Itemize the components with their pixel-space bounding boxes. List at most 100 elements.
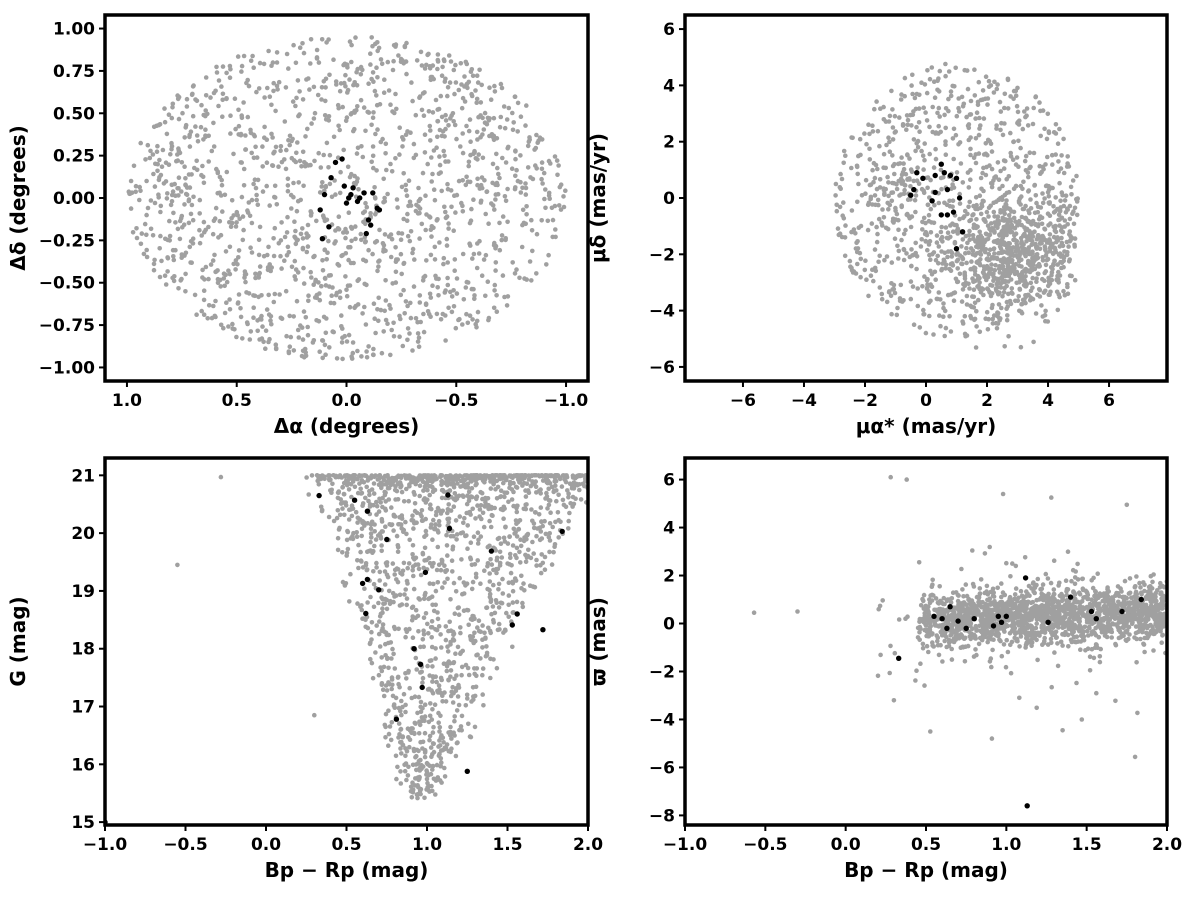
field-star-point — [542, 196, 547, 202]
field-star-point — [518, 153, 523, 158]
field-star-point — [201, 297, 207, 303]
field-star-point — [1005, 106, 1011, 111]
field-star-point — [931, 332, 936, 337]
field-star-point — [497, 175, 502, 181]
field-star-point — [900, 178, 906, 184]
field-star-point — [398, 746, 403, 751]
field-star-point — [971, 294, 977, 300]
field-star-point — [308, 213, 314, 218]
field-star-point — [466, 163, 472, 169]
field-star-point — [889, 311, 894, 317]
field-star-point — [980, 88, 986, 93]
field-star-point — [329, 194, 335, 200]
field-star-point — [1025, 123, 1031, 128]
field-star-point — [448, 693, 454, 699]
field-star-point — [894, 312, 900, 318]
field-star-point — [415, 319, 420, 325]
field-star-point — [1016, 164, 1021, 169]
field-star-point — [526, 477, 532, 482]
field-star-point — [506, 614, 512, 620]
field-star-point — [886, 180, 891, 185]
field-star-point — [429, 179, 435, 184]
field-star-point — [934, 240, 940, 245]
field-star-point — [901, 246, 907, 252]
field-star-point — [533, 163, 538, 168]
field-star-point — [468, 478, 474, 484]
field-star-point — [171, 257, 177, 263]
field-star-point — [502, 294, 507, 300]
field-star-point — [931, 220, 937, 226]
field-star-point — [486, 317, 491, 323]
field-star-point — [1030, 121, 1036, 127]
field-star-point — [453, 62, 458, 68]
field-star-point — [873, 162, 879, 168]
field-star-point — [418, 572, 424, 578]
field-star-point — [359, 490, 365, 496]
field-star-point — [445, 644, 450, 649]
field-star-point — [274, 50, 280, 55]
field-star-point — [441, 255, 447, 261]
field-star-point — [941, 257, 947, 263]
field-star-point — [502, 490, 508, 496]
field-star-point — [323, 330, 329, 336]
field-star-point — [346, 487, 352, 492]
field-star-point — [260, 164, 266, 169]
field-star-point — [889, 198, 895, 204]
field-star-point — [341, 480, 347, 486]
field-star-point — [315, 92, 321, 98]
field-star-point — [482, 630, 487, 636]
field-star-point — [976, 297, 981, 303]
field-star-point — [857, 250, 863, 256]
field-star-point — [341, 230, 346, 235]
field-star-point — [555, 172, 560, 178]
field-star-point — [499, 473, 504, 478]
field-star-point — [427, 673, 433, 678]
field-star-point — [523, 559, 529, 565]
field-star-point — [293, 228, 298, 234]
field-star-point — [931, 79, 937, 84]
field-star-point — [295, 270, 301, 275]
field-star-point — [1001, 218, 1007, 223]
field-star-point — [300, 226, 305, 231]
field-star-point — [938, 167, 944, 173]
field-star-point — [312, 295, 318, 300]
field-star-point — [1027, 165, 1032, 171]
field-star-point — [470, 579, 476, 585]
field-star-point — [334, 356, 340, 361]
field-star-point — [444, 481, 449, 487]
field-star-point — [199, 308, 204, 314]
y-tick-label: 0.75 — [53, 62, 95, 82]
field-star-point — [339, 253, 344, 259]
field-star-point — [297, 158, 303, 164]
field-star-point — [395, 543, 401, 548]
field-star-point — [412, 747, 417, 752]
field-star-point — [943, 266, 948, 271]
field-star-point — [278, 148, 283, 153]
field-star-point — [504, 117, 510, 122]
field-star-point — [927, 124, 932, 130]
field-star-point — [893, 205, 898, 211]
field-star-point — [404, 748, 410, 754]
field-star-point — [422, 558, 427, 563]
field-star-point — [228, 131, 233, 136]
field-star-point — [895, 305, 900, 311]
field-star-point — [254, 155, 260, 160]
field-star-point — [1040, 200, 1046, 206]
field-star-point — [1016, 294, 1021, 299]
field-star-point — [518, 560, 523, 565]
field-star-point — [871, 278, 876, 284]
field-star-point — [433, 512, 439, 518]
field-star-point — [497, 560, 503, 566]
field-star-point — [409, 479, 414, 485]
field-star-point — [398, 781, 404, 786]
field-star-point — [459, 664, 465, 670]
field-star-point — [478, 656, 483, 661]
field-star-point — [362, 281, 368, 287]
field-star-point — [448, 639, 453, 645]
field-star-point — [886, 207, 891, 212]
field-star-point — [1014, 238, 1020, 244]
field-star-point — [1000, 294, 1005, 299]
field-star-point — [267, 94, 273, 99]
field-star-point — [259, 317, 264, 322]
field-star-point — [330, 481, 335, 487]
